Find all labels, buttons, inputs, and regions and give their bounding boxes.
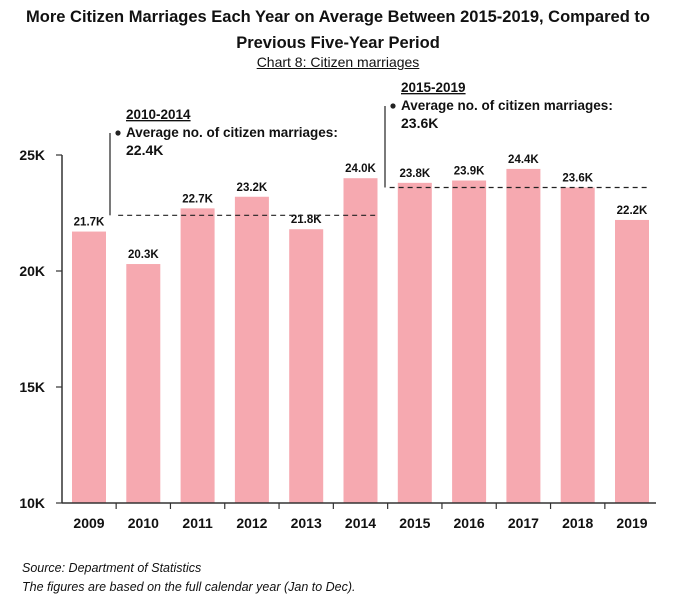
bar-2013: [289, 229, 324, 504]
annotation-value-2010-2014: 22.4K: [126, 142, 163, 158]
y-tick-label-10: 10K: [19, 495, 45, 511]
bar-2015: [397, 182, 432, 503]
annotation-label-2015-2019: Average no. of citizen marriages:: [401, 98, 613, 113]
y-tick-label-20: 20K: [19, 263, 45, 279]
bar-2019: [615, 219, 649, 503]
x-tick-label-2017: 2017: [508, 515, 539, 531]
annotation-bullet-2010-2014: [115, 130, 121, 136]
x-tick-label-2019: 2019: [616, 515, 647, 531]
chart-title-line1: More Citizen Marriages Each Year on Aver…: [26, 8, 650, 26]
x-tick-label-2014: 2014: [345, 515, 376, 531]
data-label-2018: 23.6K: [562, 172, 593, 184]
x-tick-label-2018: 2018: [562, 515, 593, 531]
data-label-2015: 23.8K: [399, 168, 430, 180]
x-tick-label-2009: 2009: [73, 515, 104, 531]
y-tick-label-15: 15K: [19, 379, 45, 395]
annotation-bullet-2015-2019: [390, 103, 396, 109]
x-tick-label-2011: 2011: [182, 515, 213, 531]
data-label-2012: 23.2K: [237, 182, 268, 194]
bar-2012: [234, 196, 269, 503]
x-tick-label-2013: 2013: [291, 515, 322, 531]
x-tick-label-2015: 2015: [399, 515, 430, 531]
annotation-period-2015-2019: 2015-2019: [401, 80, 466, 95]
data-label-2011: 22.7K: [182, 193, 213, 205]
chart-title-line2: Previous Five-Year Period: [236, 34, 440, 52]
data-label-2017: 24.4K: [508, 154, 539, 166]
annotation-period-2010-2014: 2010-2014: [126, 107, 191, 122]
data-label-2019: 22.2K: [617, 205, 648, 217]
annotation-value-2015-2019: 23.6K: [401, 115, 438, 131]
annotation-label-2010-2014: Average no. of citizen marriages:: [126, 125, 338, 140]
footnote: The figures are based on the full calend…: [22, 580, 356, 594]
bar-2018: [560, 187, 595, 504]
data-label-2014: 24.0K: [345, 163, 376, 175]
bar-2009: [72, 231, 106, 503]
data-label-2009: 21.7K: [74, 217, 105, 229]
x-tick-label-2010: 2010: [128, 515, 159, 531]
chart-subtitle: Chart 8: Citizen marriages: [256, 54, 420, 70]
bar-2011: [180, 208, 215, 504]
bar-2017: [506, 168, 541, 504]
bar-2014: [343, 178, 378, 503]
data-label-2010: 20.3K: [128, 249, 159, 261]
x-tick-label-2012: 2012: [236, 515, 267, 531]
bar-2010: [126, 264, 161, 503]
data-label-2016: 23.9K: [454, 166, 485, 178]
source-note: Source: Department of Statistics: [22, 561, 202, 575]
x-tick-label-2016: 2016: [454, 515, 485, 531]
bar-2016: [452, 180, 487, 503]
y-tick-label-25: 25K: [19, 147, 45, 163]
data-label-2013: 21.8K: [291, 214, 322, 226]
